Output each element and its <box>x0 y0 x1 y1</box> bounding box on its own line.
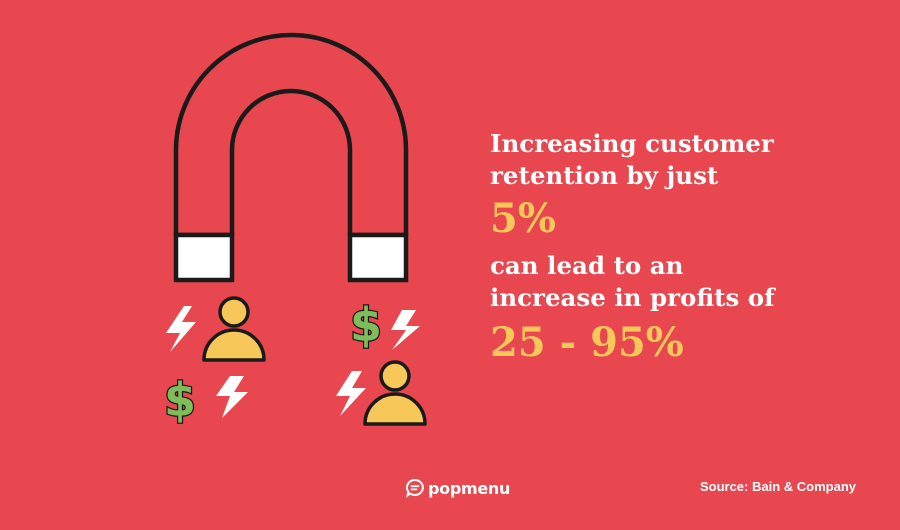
svg-text:$: $ <box>164 373 196 427</box>
headline-line-2: retention by just <box>490 161 719 190</box>
headline-text: Increasing customer retention by just 5%… <box>490 128 890 368</box>
lightning-bolt-icon <box>166 306 196 352</box>
brand-logo: popmenu <box>405 476 510 500</box>
svg-text:$: $ <box>350 298 382 352</box>
headline-line-4: increase in profits of <box>490 283 775 312</box>
lightning-bolt-icon <box>336 371 366 416</box>
stat-retention: 5% <box>490 195 556 242</box>
headline-line-1: Increasing customer <box>490 129 774 158</box>
person-icon <box>363 360 427 426</box>
brand-name: popmenu <box>428 478 511 498</box>
stat-profits: 25 - 95% <box>490 319 684 366</box>
magnet-illustration: $ $ <box>163 32 427 429</box>
source-citation: Source: Bain & Company <box>699 479 856 494</box>
magnet-icon <box>173 32 409 283</box>
person-icon <box>202 296 266 362</box>
dollar-sign-icon: $ <box>163 372 198 429</box>
chat-bubble-icon <box>405 478 424 498</box>
headline-line-3: can lead to an <box>490 251 684 280</box>
dollar-sign-icon: $ <box>349 297 384 354</box>
lightning-bolt-icon <box>391 310 420 350</box>
lightning-bolt-icon <box>216 376 248 418</box>
